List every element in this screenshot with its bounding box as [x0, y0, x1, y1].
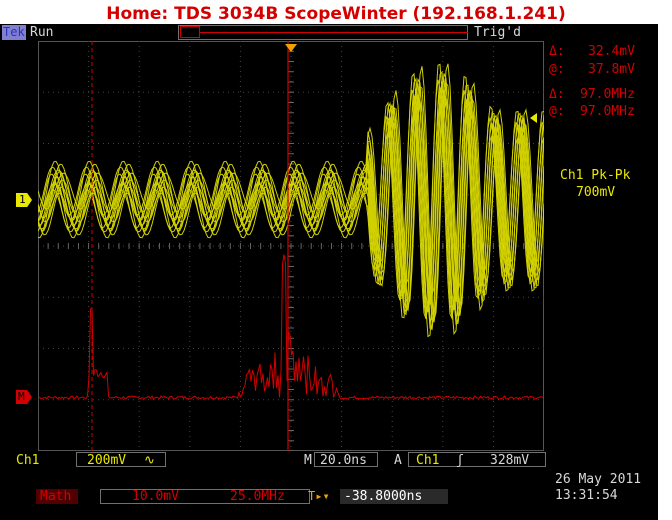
trigger-level-marker[interactable]	[530, 113, 537, 123]
ac-coupling-icon: ∿	[144, 453, 155, 468]
cursor-freq-at-label: @:	[549, 104, 565, 119]
cursor-amp-at-value: 37.8mV	[588, 62, 635, 77]
ch1-trace	[38, 79, 544, 320]
measurement-label: Ch1 Pk-Pk	[560, 168, 631, 183]
ch1-ground-marker[interactable]: 1	[16, 193, 32, 207]
ch1-scale: 200mV	[87, 453, 127, 468]
cursor-amp-delta-value: 32.4mV	[588, 44, 635, 59]
math-label: Math	[40, 489, 72, 504]
delay-icon: T▸▾	[308, 489, 330, 503]
math-ground-marker[interactable]: M	[16, 390, 32, 404]
scope-display: Tek Run Trig'd 1 M Δ: 32.4mV @: 37.8mV Δ…	[0, 24, 658, 520]
ch1-trace	[38, 98, 544, 323]
cursor-amp-at-label: @:	[549, 62, 565, 77]
trigger-level: 328mV	[490, 453, 530, 468]
record-line	[200, 32, 468, 33]
ch1-trace	[38, 89, 544, 329]
cursor-amp-delta-label: Δ:	[549, 44, 565, 59]
record-bracket	[180, 26, 200, 38]
math-scale-box[interactable]	[100, 489, 310, 504]
ch1-waveform	[38, 63, 544, 338]
cursor-freq-delta-value: 97.0MHz	[580, 87, 635, 102]
ch1-trace	[38, 106, 544, 314]
grid-lines	[38, 41, 544, 451]
math-trace	[38, 254, 544, 400]
date: 26 May 2011	[555, 472, 642, 487]
measurement-value: 700mV	[576, 185, 616, 200]
tek-logo: Tek	[2, 25, 26, 40]
math-label-box[interactable]	[36, 489, 78, 504]
cursor-freq-at-value: 97.0MHz	[580, 104, 635, 119]
trigger-prefix: A	[394, 453, 402, 468]
trigger-box[interactable]	[408, 452, 546, 467]
graticule	[38, 41, 544, 451]
cursor-freq-delta-label: Δ:	[549, 87, 565, 102]
delay-value: -38.8000ns	[344, 489, 423, 504]
time: 13:31:54	[555, 488, 618, 503]
ch1-trace	[38, 81, 544, 338]
timebase-prefix: M	[304, 453, 312, 468]
math-fft-waveform	[38, 254, 544, 400]
delay-box[interactable]	[340, 489, 448, 504]
trigger-position-marker[interactable]	[285, 44, 297, 52]
math-scale: 10.0mV	[132, 489, 179, 504]
trigger-source: Ch1	[416, 453, 440, 468]
trigger-status: Trig'd	[474, 25, 521, 40]
timebase-box[interactable]	[314, 452, 378, 467]
ch1-scale-box[interactable]	[76, 452, 166, 467]
run-status: Run	[30, 25, 54, 40]
rising-edge-icon: ʃ	[456, 453, 464, 468]
math-frequency: 25.0MHz	[230, 489, 285, 504]
window-title: Home: TDS 3034B ScopeWinter (192.168.1.2…	[106, 4, 566, 24]
timebase-scale: 20.0ns	[320, 453, 367, 468]
ch1-label: Ch1	[16, 453, 40, 468]
